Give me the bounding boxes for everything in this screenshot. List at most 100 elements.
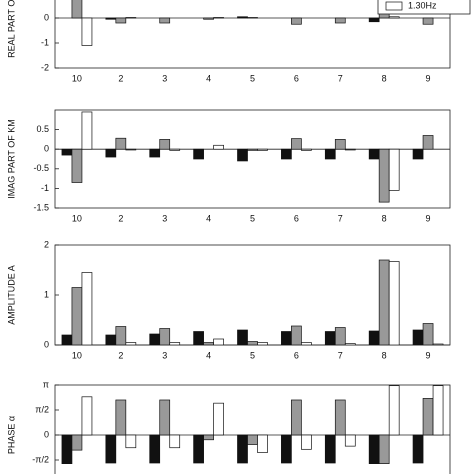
bar bbox=[291, 138, 302, 150]
bars bbox=[61, 385, 444, 464]
bar bbox=[422, 398, 434, 436]
bar bbox=[159, 17, 171, 24]
bar bbox=[247, 148, 258, 151]
bar bbox=[213, 402, 224, 436]
y-tick-label: -π/2 bbox=[32, 454, 49, 464]
bar bbox=[81, 272, 93, 345]
bar bbox=[125, 342, 137, 345]
legend: 1.30Hz bbox=[377, 0, 471, 15]
bar bbox=[149, 148, 161, 158]
y-tick-label: π/2 bbox=[35, 404, 49, 414]
bar bbox=[334, 139, 346, 150]
panel: 0 1 2 AMPLITUDE A 10 2 3 4 5 6 7 8 9 bbox=[6, 239, 451, 360]
bar bbox=[203, 434, 214, 441]
panel: -2 -1 0 REAL PART OF KM 10 2 3 4 5 6 7 8 9 1.30Hz bbox=[6, 0, 471, 83]
bar bbox=[334, 17, 346, 24]
legend-swatch bbox=[385, 1, 403, 11]
x-tick-label: 6 bbox=[294, 350, 299, 360]
bar bbox=[169, 342, 181, 345]
x-tick-label: 10 bbox=[72, 350, 82, 360]
bar bbox=[247, 17, 258, 19]
y-axis-label: AMPLITUDE A bbox=[6, 265, 16, 325]
y-axis-label: IMAG PART OF KM bbox=[6, 119, 16, 199]
bar bbox=[71, 287, 83, 345]
bar bbox=[81, 17, 93, 46]
bar bbox=[301, 342, 312, 345]
y-tick-label: π bbox=[43, 379, 49, 389]
bar bbox=[281, 434, 292, 464]
bar bbox=[237, 148, 248, 162]
x-tick-label: 3 bbox=[162, 213, 167, 223]
y-tick-label: 0 bbox=[44, 429, 49, 439]
panel: -1.5 -1 -0.5 0 0.5 IMAG PART OF KM 10 2 3 4 5 6 7 8 9 bbox=[6, 109, 451, 223]
legend-label: 1.30Hz bbox=[408, 0, 437, 10]
bar bbox=[388, 148, 400, 191]
bar bbox=[324, 434, 336, 464]
bar bbox=[334, 399, 346, 436]
bar bbox=[61, 334, 73, 345]
bar bbox=[125, 434, 137, 449]
x-tick-label: 7 bbox=[338, 350, 343, 360]
y-axis-label: REAL PART OF KM bbox=[6, 0, 16, 58]
bar bbox=[61, 148, 73, 156]
bar bbox=[71, 148, 83, 183]
panel: -π/2 0 π/2 π PHASE α bbox=[6, 379, 451, 474]
bar bbox=[61, 434, 73, 464]
bar bbox=[257, 434, 268, 453]
x-tick-label: 4 bbox=[206, 213, 211, 223]
bar bbox=[378, 434, 390, 464]
x-tick-label: 2 bbox=[118, 213, 123, 223]
bar bbox=[159, 399, 171, 436]
bar bbox=[115, 399, 127, 436]
bar bbox=[213, 17, 224, 19]
bar bbox=[301, 148, 312, 151]
bar bbox=[412, 434, 424, 464]
bar bbox=[247, 434, 258, 445]
bar bbox=[301, 434, 312, 450]
bar bbox=[368, 17, 380, 23]
bar bbox=[291, 399, 302, 436]
bar bbox=[432, 385, 444, 436]
bar bbox=[291, 325, 302, 345]
y-axis-label: PHASE α bbox=[6, 416, 16, 454]
bar bbox=[257, 342, 268, 345]
bar bbox=[115, 326, 127, 345]
bar bbox=[213, 338, 224, 345]
bar bbox=[81, 396, 93, 436]
bar bbox=[193, 331, 204, 345]
bar bbox=[378, 259, 390, 345]
bar bbox=[368, 148, 380, 160]
x-tick-label: 5 bbox=[250, 350, 255, 360]
bar bbox=[344, 434, 356, 447]
bar bbox=[159, 328, 171, 345]
bar bbox=[71, 0, 83, 19]
bar bbox=[344, 148, 356, 151]
x-tick-label: 7 bbox=[338, 213, 343, 223]
bar bbox=[412, 329, 424, 345]
y-tick-label: -1 bbox=[41, 183, 49, 193]
bar bbox=[281, 331, 292, 345]
bar bbox=[378, 148, 390, 203]
bar bbox=[237, 16, 248, 19]
bar bbox=[368, 434, 380, 464]
bar bbox=[344, 343, 356, 345]
bar bbox=[237, 329, 248, 345]
x-tick-label: 8 bbox=[382, 350, 387, 360]
bar bbox=[388, 385, 400, 436]
bar bbox=[105, 334, 117, 345]
x-tick-label: 6 bbox=[294, 213, 299, 223]
x-tick-label: 5 bbox=[250, 73, 255, 83]
bar bbox=[115, 17, 127, 24]
bar bbox=[105, 434, 117, 464]
x-tick-label: 9 bbox=[426, 213, 431, 223]
bar bbox=[193, 434, 204, 464]
bar bbox=[203, 342, 214, 345]
bar bbox=[334, 327, 346, 345]
x-tick-label: 3 bbox=[162, 350, 167, 360]
bar bbox=[291, 17, 302, 25]
y-tick-label: -0.5 bbox=[33, 163, 49, 173]
x-tick-label: 6 bbox=[294, 73, 299, 83]
bar bbox=[237, 434, 248, 464]
